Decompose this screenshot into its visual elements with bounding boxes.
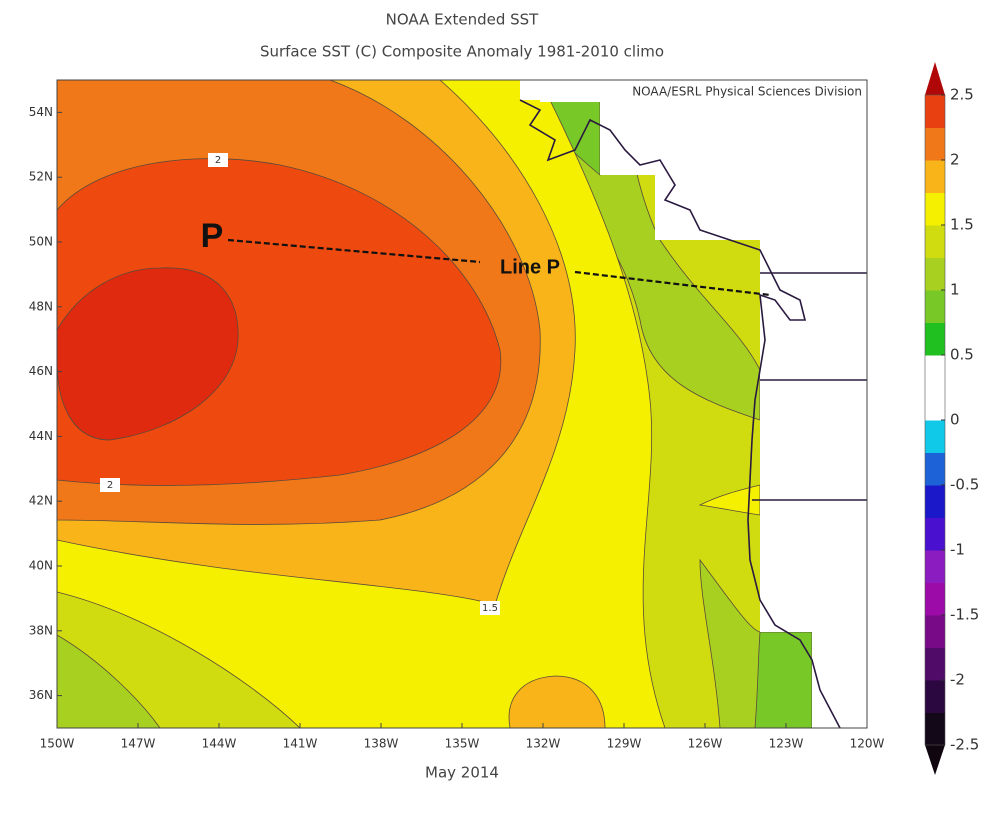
x-tick-label: 120W [850, 737, 885, 751]
x-tick-label: 132W [526, 737, 561, 751]
contour-label: 2 [215, 155, 221, 166]
title: NOAA Extended SST [386, 11, 540, 29]
colorbar-swatch [925, 322, 945, 356]
line-p-path [227, 238, 771, 297]
x-tick-label: 129W [607, 737, 642, 751]
colorbar-swatch [925, 290, 945, 323]
subtitle: Surface SST (C) Composite Anomaly 1981-2… [260, 43, 664, 61]
y-tick-label: 42N [29, 494, 53, 508]
colorbar-under [925, 745, 945, 775]
contour-region [754, 631, 813, 728]
x-tick-label: 144W [202, 737, 237, 751]
colorbar-tick-label: -2 [950, 671, 965, 689]
colorbar-swatch [925, 257, 945, 291]
contour-label-box [208, 153, 228, 167]
colorbar-swatch [925, 615, 945, 648]
colorbar-swatch [925, 582, 945, 616]
colorbar-swatch [925, 95, 945, 128]
colorbar-swatch [925, 127, 945, 161]
x-tick-label: 147W [121, 737, 156, 751]
contour-label-box [480, 601, 500, 615]
y-tick-label: 48N [29, 299, 53, 313]
coastline [519, 99, 841, 728]
x-tick-label: 141W [283, 737, 318, 751]
y-tick-label: 38N [29, 623, 53, 637]
y-tick-label: 36N [29, 688, 53, 702]
colorbar-tick-label: 1.5 [950, 216, 974, 234]
colorbar-tick-label: -0.5 [950, 476, 979, 494]
y-tick-label: 46N [29, 364, 53, 378]
y-tick-label: 44N [29, 429, 53, 443]
colorbar-tick-label: -2.5 [950, 736, 979, 754]
y-tick-label: 54N [29, 105, 53, 119]
contour-label-box [100, 478, 120, 492]
colorbar-tick-label: -1.5 [950, 606, 979, 624]
x-tick-label: 138W [364, 737, 399, 751]
colorbar-tick-label: 2.5 [950, 86, 974, 104]
colorbar-swatch [925, 387, 945, 421]
contour-region [508, 675, 606, 728]
x-tick-label: 126W [688, 737, 723, 751]
colorbar-over [925, 62, 945, 95]
contour-label: 1.5 [482, 603, 498, 614]
y-tick-label: 52N [29, 170, 53, 184]
colorbar-tick-label: 2 [950, 151, 960, 169]
colorbar-tick-label: -1 [950, 541, 965, 559]
colorbar-swatch [925, 160, 945, 193]
contour-label: 2 [107, 480, 113, 491]
colorbar-swatch [925, 647, 945, 681]
colorbar-swatch [925, 517, 945, 551]
sst-field [57, 80, 867, 728]
contour-region [57, 267, 239, 441]
x-tick-label: 150W [40, 737, 75, 751]
colorbar-tick-label: 0 [950, 411, 960, 429]
colorbar-swatch [925, 680, 945, 713]
station-label: P [201, 217, 224, 255]
state-borders [752, 272, 867, 501]
colorbar-swatch [925, 712, 945, 746]
colorbar-tick-label: 1 [950, 281, 960, 299]
colorbar-swatch [925, 485, 945, 518]
colorbar-swatch [925, 192, 945, 226]
colorbar-swatch [925, 420, 945, 453]
credit-box [540, 82, 866, 102]
x-tick-label: 123W [769, 737, 804, 751]
credit: NOAA/ESRL Physical Sciences Division [632, 85, 862, 99]
y-tick-label: 40N [29, 559, 53, 573]
line-label: Line P [500, 256, 560, 278]
colorbar-swatch [925, 550, 945, 583]
x-axis-label: May 2014 [425, 764, 499, 782]
colorbar-swatch [925, 452, 945, 486]
colorbar-swatch [925, 355, 945, 388]
colorbar-tick-label: 0.5 [950, 346, 974, 364]
colorbar-swatch [925, 225, 945, 258]
land-mask [520, 80, 867, 728]
y-tick-label: 50N [29, 235, 53, 249]
x-tick-label: 135W [445, 737, 480, 751]
